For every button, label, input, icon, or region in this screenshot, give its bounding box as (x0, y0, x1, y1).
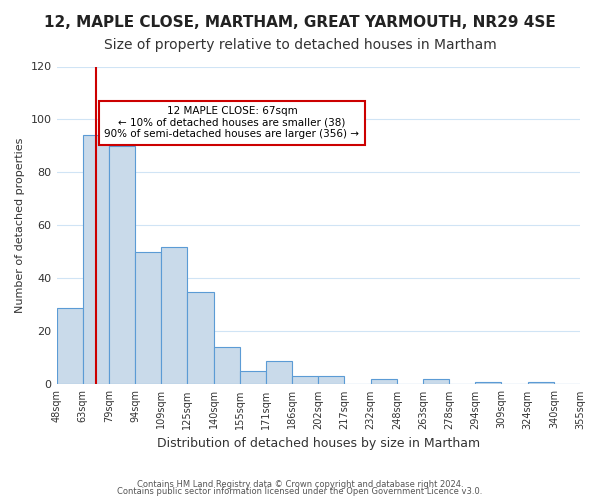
Text: Size of property relative to detached houses in Martham: Size of property relative to detached ho… (104, 38, 496, 52)
Bar (266, 360, 292, 384)
Bar (161, 246, 187, 384)
Bar (83, 136, 109, 384)
Bar (109, 146, 135, 384)
Bar (56, 308, 83, 384)
Bar (371, 379, 397, 384)
Y-axis label: Number of detached properties: Number of detached properties (15, 138, 25, 313)
Bar (214, 348, 240, 385)
Bar (240, 371, 266, 384)
Text: 12 MAPLE CLOSE: 67sqm
← 10% of detached houses are smaller (38)
90% of semi-deta: 12 MAPLE CLOSE: 67sqm ← 10% of detached … (104, 106, 359, 140)
Text: 12, MAPLE CLOSE, MARTHAM, GREAT YARMOUTH, NR29 4SE: 12, MAPLE CLOSE, MARTHAM, GREAT YARMOUTH… (44, 15, 556, 30)
X-axis label: Distribution of detached houses by size in Martham: Distribution of detached houses by size … (157, 437, 480, 450)
Text: Contains HM Land Registry data © Crown copyright and database right 2024.: Contains HM Land Registry data © Crown c… (137, 480, 463, 489)
Bar (135, 252, 161, 384)
Bar (527, 382, 554, 384)
Bar (423, 379, 449, 384)
Bar (475, 382, 502, 384)
Bar (318, 376, 344, 384)
Bar (292, 376, 318, 384)
Bar (187, 292, 214, 384)
Text: Contains public sector information licensed under the Open Government Licence v3: Contains public sector information licen… (118, 487, 482, 496)
